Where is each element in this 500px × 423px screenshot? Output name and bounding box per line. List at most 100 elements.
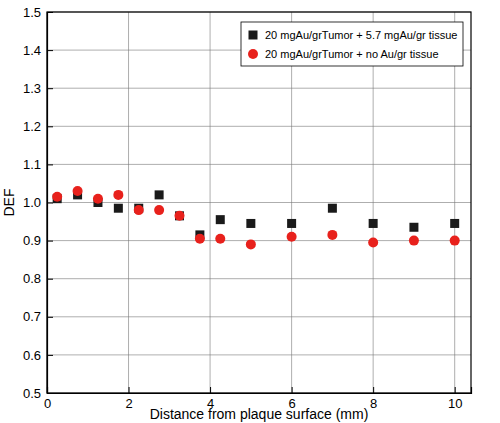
point bbox=[215, 234, 225, 244]
grid-line bbox=[210, 12, 211, 393]
point bbox=[246, 239, 256, 249]
y-axis-title: DEF bbox=[1, 189, 17, 217]
tick: 1.4 bbox=[23, 43, 53, 58]
tick-mark bbox=[47, 241, 53, 242]
legend-label: 20 mgAu/grTumor + no Au/gr tissue bbox=[265, 48, 439, 60]
tick-mark bbox=[129, 387, 130, 393]
tick: 0.6 bbox=[23, 348, 53, 363]
tick-mark bbox=[47, 203, 53, 204]
x-axis-title: Distance from plaque surface (mm) bbox=[150, 406, 369, 422]
tick-label: 1.1 bbox=[23, 157, 41, 172]
point bbox=[409, 223, 418, 232]
grid-line bbox=[291, 12, 292, 393]
series bbox=[52, 186, 460, 249]
point bbox=[216, 215, 225, 224]
tick-mark bbox=[47, 279, 53, 280]
tick: 10 bbox=[448, 387, 462, 411]
tick-label: 0.8 bbox=[23, 271, 41, 286]
y-axis: 0.5 0.6 0.7 0.8 0.9 1.0 1.1 1.2 1.3 1.4 1.5 bbox=[23, 5, 53, 401]
tick-label: 0.6 bbox=[23, 348, 41, 363]
tick-label: 1.3 bbox=[23, 81, 41, 96]
tick-label: 1.2 bbox=[23, 119, 41, 134]
tick-mark bbox=[47, 164, 53, 165]
axis-line bbox=[48, 387, 472, 394]
grid-line bbox=[47, 88, 471, 89]
grid-line bbox=[128, 12, 129, 393]
tick-label: 1.0 bbox=[23, 195, 41, 210]
point bbox=[154, 205, 164, 215]
grid-line bbox=[47, 354, 471, 355]
tick-mark bbox=[210, 387, 211, 393]
point bbox=[114, 204, 123, 213]
point bbox=[287, 232, 297, 242]
grid-line bbox=[47, 240, 471, 241]
grid bbox=[47, 12, 471, 393]
tick-mark bbox=[47, 88, 53, 89]
point bbox=[155, 190, 164, 199]
tick: 1.0 bbox=[23, 195, 53, 210]
tick-label: 0 bbox=[44, 396, 51, 411]
grid-line bbox=[47, 278, 471, 279]
grid-line bbox=[47, 126, 471, 127]
tick: 0.9 bbox=[23, 233, 53, 248]
tick-label: 1.5 bbox=[23, 5, 41, 20]
point bbox=[134, 205, 144, 215]
tick-label: 1.4 bbox=[23, 43, 41, 58]
tick-mark bbox=[47, 317, 53, 318]
point bbox=[73, 186, 83, 196]
tick-label: 0.7 bbox=[23, 309, 41, 324]
tick: 0.5 bbox=[23, 386, 53, 401]
axis-line bbox=[48, 13, 54, 394]
tick: 1.3 bbox=[23, 81, 53, 96]
point bbox=[287, 219, 296, 228]
legend: 20 mgAu/grTumor + 5.7 mgAu/gr tissue 20 m… bbox=[241, 22, 463, 66]
tick: 2 bbox=[125, 387, 132, 411]
tick-mark bbox=[47, 393, 53, 394]
chart: 02468100.50.60.70.80.91.01.11.21.31.41.5… bbox=[0, 0, 500, 423]
plot: 02468100.50.60.70.80.91.01.11.21.31.41.5… bbox=[23, 5, 472, 412]
legend-box bbox=[241, 22, 463, 66]
points bbox=[52, 186, 460, 249]
point bbox=[327, 230, 337, 240]
tick-mark bbox=[455, 387, 456, 393]
point bbox=[246, 219, 255, 228]
point bbox=[328, 204, 337, 213]
legend-marker bbox=[248, 49, 258, 59]
plot-frame bbox=[47, 12, 471, 393]
tick-label: 8 bbox=[370, 396, 377, 411]
tick: 1.5 bbox=[23, 5, 53, 20]
point bbox=[450, 236, 460, 246]
point bbox=[368, 238, 378, 248]
tick: 1.1 bbox=[23, 157, 53, 172]
tick-label: 0.9 bbox=[23, 233, 41, 248]
point bbox=[409, 236, 419, 246]
tick-label: 10 bbox=[448, 396, 462, 411]
grid-line bbox=[47, 316, 471, 317]
point bbox=[113, 190, 123, 200]
tick-label: 0.5 bbox=[23, 386, 41, 401]
tick: 8 bbox=[370, 387, 377, 411]
point bbox=[369, 219, 378, 228]
point bbox=[52, 192, 62, 202]
grid-line bbox=[454, 12, 455, 393]
legend-label: 20 mgAu/grTumor + 5.7 mgAu/gr tissue bbox=[265, 29, 457, 41]
tick-mark bbox=[47, 355, 53, 356]
tick-mark bbox=[373, 387, 374, 393]
legend-marker bbox=[249, 31, 258, 40]
tick: 1.2 bbox=[23, 119, 53, 134]
tick: 0.7 bbox=[23, 309, 53, 324]
tick-mark bbox=[292, 387, 293, 393]
tick: 0.8 bbox=[23, 271, 53, 286]
series bbox=[53, 190, 460, 239]
tick-mark bbox=[47, 126, 53, 127]
point bbox=[195, 234, 205, 244]
grid-line bbox=[47, 202, 471, 203]
tick-mark bbox=[47, 12, 53, 13]
grid-line bbox=[373, 12, 374, 393]
point bbox=[450, 219, 459, 228]
tick-mark bbox=[47, 50, 53, 51]
point bbox=[175, 211, 184, 220]
point bbox=[175, 211, 185, 221]
tick-label: 2 bbox=[125, 396, 132, 411]
point bbox=[93, 194, 103, 204]
